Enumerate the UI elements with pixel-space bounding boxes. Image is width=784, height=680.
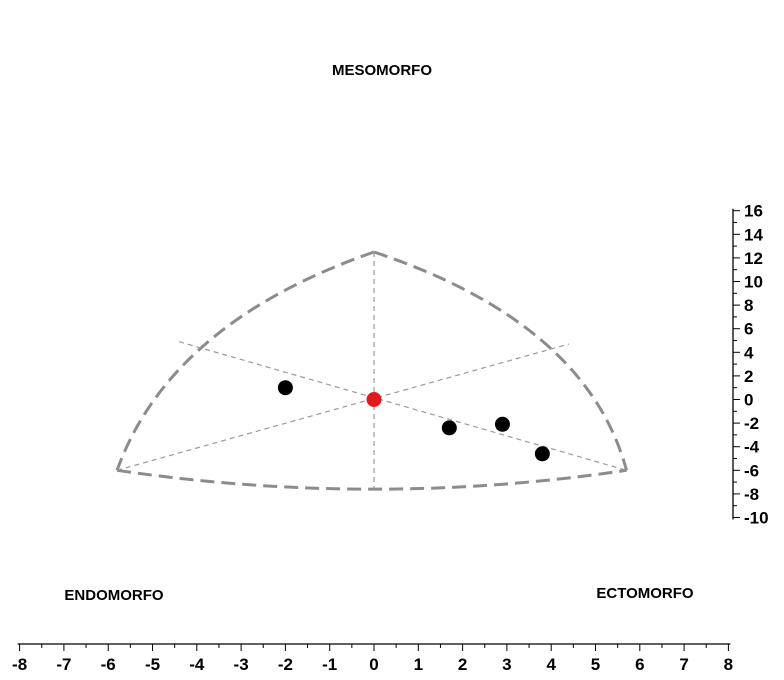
x-tick-label: 6 xyxy=(635,655,644,674)
y-tick-label: 14 xyxy=(744,225,763,244)
y-tick-label: -6 xyxy=(744,461,759,480)
x-tick-label: 7 xyxy=(679,655,688,674)
x-tick-label: -4 xyxy=(189,655,205,674)
x-tick-label: 4 xyxy=(546,655,556,674)
x-tick-label: 1 xyxy=(414,655,423,674)
data-points xyxy=(277,380,550,462)
y-tick-label: 10 xyxy=(744,273,763,292)
tick-labels: -8 -7 -6 -5 -4 -3 -2 -1 0 1 2 3 4 5 6 7 8-10-8-6-4-20246… xyxy=(12,202,769,674)
x-tick-label: 8 xyxy=(724,655,733,674)
outline-top-left-arc xyxy=(115,250,375,471)
x-tick-label: -1 xyxy=(322,655,337,674)
x-tick-label: 0 xyxy=(369,655,378,674)
x-tick-label: -5 xyxy=(145,655,160,674)
y-tick-label: 12 xyxy=(744,249,763,268)
y-tick-label: 2 xyxy=(744,367,753,386)
x-tick-label: 2 xyxy=(458,655,467,674)
y-tick-label: -10 xyxy=(744,509,769,528)
y-tick-label: 8 xyxy=(744,296,753,315)
somatochart-outline xyxy=(115,250,628,491)
x-tick-label: -8 xyxy=(12,655,27,674)
outline-top-right-arc xyxy=(373,250,628,471)
somatochart-guides xyxy=(116,252,627,490)
data-point xyxy=(534,446,550,462)
axes xyxy=(17,208,740,651)
y-tick-label: 4 xyxy=(744,343,754,362)
outline-bottom-arc xyxy=(116,468,627,491)
endomorfo-label: ENDOMORFO xyxy=(64,587,163,604)
x-tick-label: -7 xyxy=(56,655,71,674)
data-point xyxy=(441,420,457,436)
y-tick-label: -4 xyxy=(744,438,760,457)
guide-right-to-left xyxy=(116,343,570,471)
x-tick-label: -3 xyxy=(234,655,249,674)
reference-point xyxy=(366,392,382,407)
y-tick-label: 16 xyxy=(744,202,763,221)
guide-left-to-right xyxy=(178,341,627,471)
y-tick-label: 6 xyxy=(744,320,753,339)
x-tick-label: 5 xyxy=(591,655,600,674)
x-tick-label: -2 xyxy=(278,655,293,674)
y-tick-label: -2 xyxy=(744,414,759,433)
x-tick-label: 3 xyxy=(502,655,511,674)
data-point xyxy=(277,380,293,396)
ectomorfo-label: ECTOMORFO xyxy=(596,585,694,602)
mesomorfo-label: MESOMORFO xyxy=(332,62,432,79)
y-tick-label: -8 xyxy=(744,485,759,504)
y-tick-label: 0 xyxy=(744,391,753,410)
x-tick-label: -6 xyxy=(101,655,116,674)
data-point xyxy=(494,416,510,432)
